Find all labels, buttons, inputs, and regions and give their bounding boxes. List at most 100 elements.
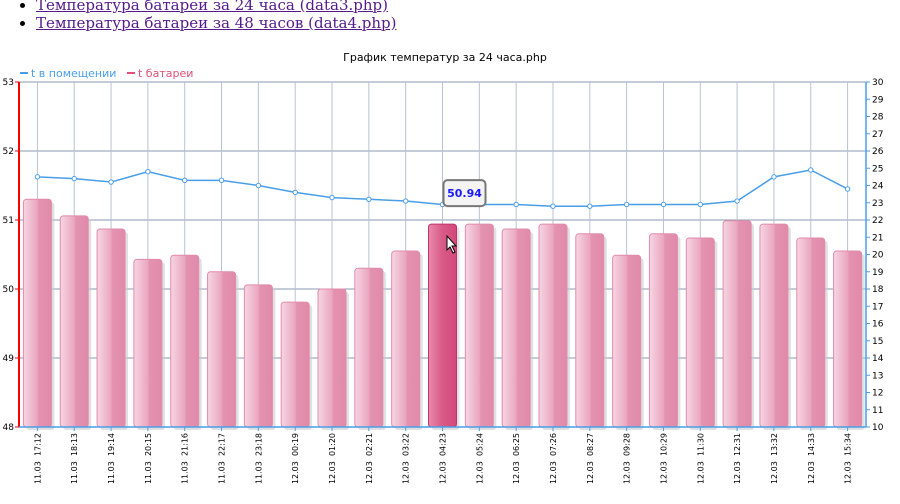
legend-room[interactable]: t в помещении [31,67,116,80]
x-tick-label: 12.03 07:26 [549,433,558,484]
left-tick-label: 50 [3,285,15,295]
right-tick-label: 19 [872,268,884,278]
x-tick-label: 11.03 17:12 [33,433,42,484]
right-tick-label: 25 [872,164,883,174]
right-tick-label: 11 [872,406,883,416]
report-links: Температура батареи за 24 часа (data3.ph… [0,0,397,32]
bar[interactable] [391,250,421,428]
line-point[interactable] [218,177,225,184]
right-tick-label: 10 [872,423,884,433]
x-tick-label: 12.03 09:28 [623,433,632,484]
bar[interactable] [207,271,237,428]
mouse-cursor-icon [446,234,458,254]
link-data4[interactable]: Температура батареи за 48 часов (data4.p… [36,14,397,32]
right-tick-label: 22 [872,216,883,226]
x-tick-label: 12.03 00:19 [291,433,300,484]
line-point[interactable] [734,198,740,204]
left-tick-label: 48 [3,423,15,433]
x-tick-label: 12.03 15:34 [844,433,853,484]
right-tick-label: 30 [872,78,884,88]
x-tick-label: 12.03 13:32 [770,433,779,484]
tooltip: 50.94 [442,179,487,208]
left-tick-label: 51 [3,216,14,226]
x-tick-label: 11.03 23:18 [254,433,263,484]
x-tick-label: 12.03 14:33 [807,433,816,484]
right-tick-label: 26 [872,147,884,157]
tooltip-value: 50.94 [447,187,482,200]
bar[interactable] [648,233,678,428]
x-tick-label: 12.03 03:22 [402,433,411,484]
right-tick-label: 18 [872,285,884,295]
line-point[interactable] [660,201,667,208]
bar[interactable] [22,198,52,428]
x-tick-label: 12.03 04:23 [439,433,448,484]
left-tick-label: 53 [3,78,14,88]
x-tick-label: 11.03 20:15 [144,433,153,484]
link-item: Температура батареи за 24 часа (data3.ph… [36,0,397,14]
right-tick-label: 17 [872,302,883,312]
line-point[interactable] [292,189,298,196]
right-tick-label: 12 [872,389,883,399]
line-point[interactable] [513,201,519,208]
x-tick-label: 11.03 18:13 [70,433,79,484]
line-point[interactable] [71,175,77,182]
legend-battery[interactable]: t батареи [138,67,193,80]
x-tick-label: 11.03 22:17 [218,433,227,484]
line-point[interactable] [697,201,703,208]
legend: t в помещении t батареи [20,67,193,80]
bar[interactable] [796,237,826,428]
right-tick-label: 23 [872,199,883,209]
bar[interactable] [833,250,863,428]
bar[interactable] [575,233,605,428]
bar[interactable] [612,254,642,428]
right-tick-label: 16 [872,320,884,330]
bar[interactable] [759,223,789,428]
right-tick-label: 14 [872,354,884,364]
line-point[interactable] [402,198,409,204]
line-point[interactable] [255,182,262,189]
x-tick-label: 11.03 19:14 [107,433,116,484]
bar[interactable] [501,228,531,428]
line-point[interactable] [108,179,114,185]
x-tick-label: 12.03 10:29 [659,433,668,484]
line-point[interactable] [34,174,41,180]
x-tick-label: 12.03 01:20 [328,433,337,484]
bar[interactable] [464,223,494,428]
bar[interactable] [685,237,715,428]
right-tick-label: 24 [872,182,884,192]
bar[interactable] [96,228,126,428]
line-point[interactable] [329,194,335,201]
bar[interactable] [59,215,89,428]
right-tick-label: 29 [872,95,884,105]
line-point[interactable] [771,174,777,180]
bar[interactable] [354,267,384,428]
bar[interactable] [133,258,163,428]
line-point[interactable] [550,203,556,209]
x-tick-label: 12.03 11:30 [696,433,705,484]
bar[interactable] [722,220,752,428]
link-item: Температура батареи за 48 часов (data4.p… [36,14,397,32]
line-point[interactable] [182,177,188,184]
right-tick-label: 21 [872,233,883,243]
line-point[interactable] [623,201,630,208]
link-data3[interactable]: Температура батареи за 24 часа (data3.ph… [36,0,388,14]
line-point[interactable] [587,203,593,209]
x-tick-label: 12.03 06:25 [512,433,521,484]
line-point[interactable] [808,167,814,173]
left-tick-label: 52 [3,147,14,157]
bar[interactable] [428,223,457,428]
bar[interactable] [317,288,347,428]
line-point[interactable] [844,186,851,192]
bar[interactable] [170,254,200,428]
bar[interactable] [538,223,568,428]
bar[interactable] [280,301,310,428]
right-tick-label: 13 [872,371,883,381]
x-tick-label: 12.03 05:24 [475,433,484,484]
left-tick-label: 49 [3,354,15,364]
chart-title: График температур за 24 часа.php [343,51,547,64]
line-point[interactable] [145,169,151,175]
line-point[interactable] [366,196,372,203]
bar[interactable] [243,284,273,428]
tooltip-box [442,179,487,208]
